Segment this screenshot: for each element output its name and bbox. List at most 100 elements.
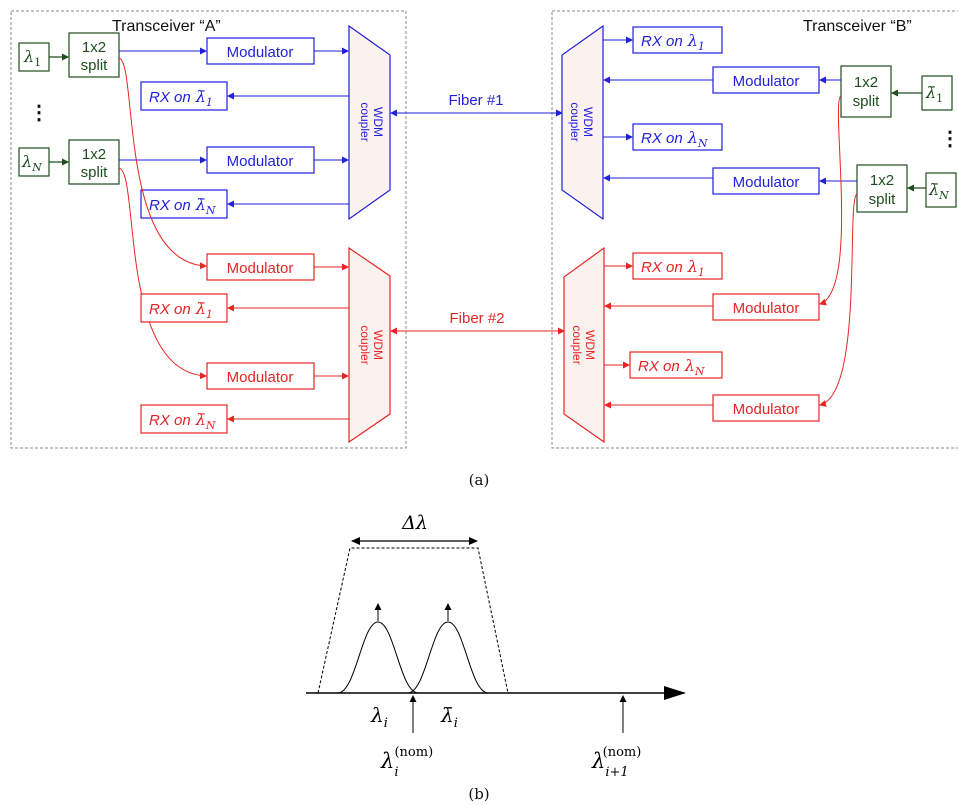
modulator-label: Modulator (227, 369, 294, 386)
split-to-red-modulator-curve (819, 193, 858, 407)
modulator-blue-n-b: Modulator (712, 167, 820, 195)
svg-text:RX onλ̄N: RX on λ̄N (149, 410, 216, 432)
label-lambda-nom-i1-sub: i+1 (605, 765, 628, 780)
rx-lambda: λ (687, 128, 698, 147)
rx-prefix: RX on (638, 358, 680, 375)
splitter-label-line1: 1x2 (854, 74, 878, 91)
rx-blue-1-a: RX on λ̄1 (140, 81, 228, 111)
source-subscript: 1 (936, 92, 943, 105)
label-lambda-i-sub: i (384, 716, 388, 731)
rx-prefix: RX on (149, 197, 191, 214)
source-symbol: λ̄ (925, 83, 936, 102)
source-lambda-n-a: λN (18, 147, 50, 177)
transceiver-a-frame (10, 10, 407, 449)
rx-lambda: λ (684, 356, 695, 375)
modulator-blue-1-b: Modulator (712, 66, 820, 94)
source-lambda-bar-1-b: λ̄1 (921, 75, 953, 111)
svg-text:λ̄N: λ̄N (928, 180, 949, 202)
coupler-label-line1: WDM (581, 107, 595, 137)
source-symbol: λ̄ (928, 180, 939, 199)
wdm-coupler-blue-b: WDMcoupler (561, 24, 604, 221)
rx-red-n-a: RX on λ̄N (140, 404, 228, 434)
splitter-label-line2: split (869, 191, 897, 208)
spectrum-peak-lambda-i-bar (407, 621, 489, 694)
label-lambda-nom-i1-sup: (nom) (603, 745, 642, 760)
rx-prefix: RX on (641, 259, 683, 276)
modulator-red-n-b: Modulator (712, 394, 820, 422)
modulator-label: Modulator (733, 174, 800, 191)
rx-prefix: RX on (149, 301, 191, 318)
transceiver-a-title: Transceiver “A” (112, 18, 221, 35)
svg-text:WDMcoupler: WDMcoupler (570, 325, 597, 364)
svg-text:RX onλ̄1: RX on λ̄1 (149, 299, 213, 321)
rx-subscript: 1 (698, 266, 705, 279)
svg-text:λi+1(nom): λi+1 (nom) (591, 745, 641, 780)
source-subscript: N (938, 189, 949, 202)
rx-red-1-a: RX on λ̄1 (140, 293, 228, 323)
svg-text:λ1: λ1 (23, 47, 41, 69)
rx-lambda: λ (687, 257, 698, 276)
label-lambda-i: λ (370, 703, 384, 727)
transceiver-b-title: Transceiver “B” (803, 18, 912, 35)
fiber-1-label: Fiber #1 (448, 92, 503, 109)
svg-text:WDMcoupler: WDMcoupler (358, 325, 385, 364)
modulator-blue-n-a: Modulator (206, 146, 315, 174)
rx-subscript: 1 (206, 308, 213, 321)
svg-text:WDMcoupler: WDMcoupler (358, 102, 385, 141)
splitter-label-line2: split (81, 57, 109, 74)
rx-prefix: RX on (641, 33, 683, 50)
svg-text:RX onλ̄1: RX on λ̄1 (149, 87, 213, 109)
rx-red-n-b: RX on λN (629, 351, 723, 379)
splitter-1-a: 1x2 split (68, 32, 120, 78)
label-lambda-i-bar: λ̄ (440, 703, 454, 727)
panel-a: Transceiver “A” Transceiver “B” λ1 ⋮ λN … (10, 10, 958, 489)
splitter-label-line1: 1x2 (82, 146, 106, 163)
svg-text:λi(nom): λi (nom) (380, 745, 433, 780)
modulator-label: Modulator (227, 153, 294, 170)
split-to-red-modulator-curve (118, 57, 207, 270)
rx-subscript: N (205, 419, 216, 432)
coupler-label-line1: WDM (583, 330, 597, 360)
rx-lambda: λ̄ (195, 195, 206, 214)
svg-text:λN: λN (21, 152, 42, 174)
split-to-red-modulator-curve (118, 167, 207, 380)
rx-prefix: RX on (149, 412, 191, 429)
modulator-label: Modulator (733, 73, 800, 90)
transceiver-b-frame (551, 10, 958, 449)
fiber-2-label: Fiber #2 (449, 310, 504, 327)
label-lambda-nom-i-sup: (nom) (394, 745, 433, 760)
rx-subscript: N (205, 204, 216, 217)
svg-text:RX onλ̄N: RX on λ̄N (149, 195, 216, 217)
rx-blue-1-b: RX on λ1 (632, 26, 723, 54)
source-lambda-1-a: λ1 (18, 42, 50, 72)
label-lambda-i-bar-sub: i (454, 716, 458, 731)
modulator-label: Modulator (733, 300, 800, 317)
svg-text:WDMcoupler: WDMcoupler (568, 102, 595, 141)
coupler-label-line1: WDM (371, 330, 385, 360)
source-ellipsis-a: ⋮ (29, 102, 49, 124)
rx-subscript: N (694, 365, 705, 378)
split-to-red-modulator-curve (819, 95, 843, 306)
rx-lambda: λ (687, 31, 698, 50)
label-lambda-nom-i: λ (380, 749, 394, 773)
splitter-label-line1: 1x2 (870, 172, 894, 189)
wdm-coupler-blue-a: WDMcoupler (348, 24, 391, 221)
rx-red-1-b: RX on λ1 (632, 252, 723, 280)
rx-subscript: 1 (698, 40, 705, 53)
modulator-red-1-a: Modulator (206, 253, 315, 281)
source-lambda-bar-n-b: λ̄N (925, 172, 957, 208)
coupler-label-line1: WDM (371, 107, 385, 137)
splitter-label-line1: 1x2 (82, 39, 106, 56)
modulator-red-n-a: Modulator (206, 362, 315, 390)
rx-subscript: 1 (206, 96, 213, 109)
rx-lambda: λ̄ (195, 87, 206, 106)
panel-b: Δλ λi λ̄i λi(nom) λi+1(nom) (b) (306, 512, 686, 803)
wdm-coupler-red-a: WDMcoupler (348, 246, 391, 444)
label-lambda-nom-i-sub: i (394, 765, 398, 780)
modulator-label: Modulator (227, 44, 294, 61)
rx-lambda: λ̄ (195, 299, 206, 318)
